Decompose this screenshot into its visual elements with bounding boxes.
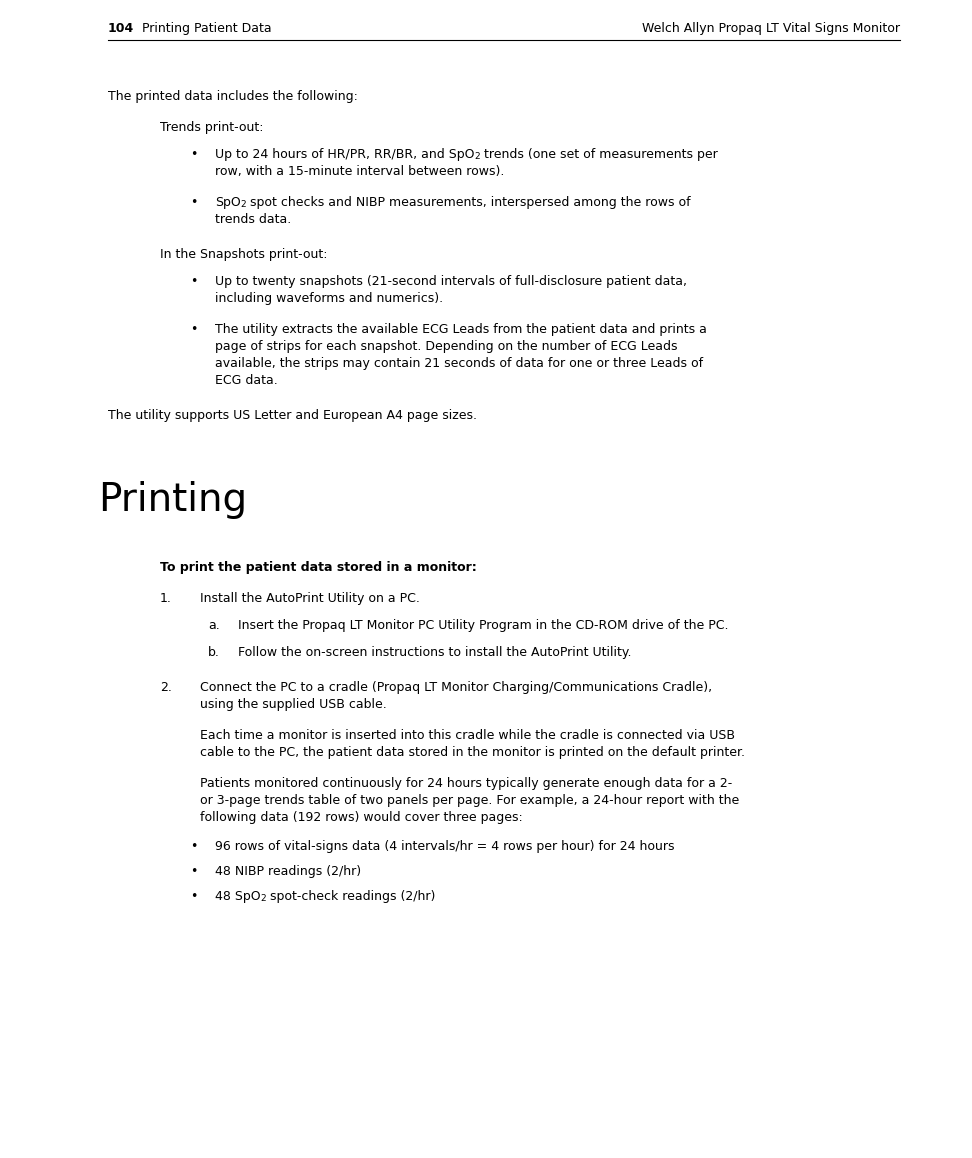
Text: 2.: 2. (160, 681, 172, 694)
Text: trends (one set of measurements per: trends (one set of measurements per (480, 148, 718, 161)
Text: The utility supports US Letter and European A4 page sizes.: The utility supports US Letter and Europ… (108, 409, 477, 422)
Text: Trends print-out:: Trends print-out: (160, 120, 263, 134)
Text: 1.: 1. (160, 592, 172, 604)
Text: Printing Patient Data: Printing Patient Data (142, 22, 271, 35)
Text: Connect the PC to a cradle (Propaq LT Monitor Charging/Communications Cradle),: Connect the PC to a cradle (Propaq LT Mo… (200, 681, 712, 694)
Text: The utility extracts the available ECG Leads from the patient data and prints a: The utility extracts the available ECG L… (215, 323, 707, 336)
Text: 104: 104 (108, 22, 134, 35)
Text: •: • (190, 891, 197, 903)
Text: 48 SpO: 48 SpO (215, 891, 260, 903)
Text: •: • (190, 274, 197, 288)
Text: 48 NIBP readings (2/hr): 48 NIBP readings (2/hr) (215, 865, 362, 878)
Text: spot-check readings (2/hr): spot-check readings (2/hr) (266, 891, 435, 903)
Text: ECG data.: ECG data. (215, 374, 278, 387)
Text: b.: b. (208, 646, 220, 659)
Text: Insert the Propaq LT Monitor PC Utility Program in the CD-ROM drive of the PC.: Insert the Propaq LT Monitor PC Utility … (238, 620, 728, 632)
Text: Up to 24 hours of HR/PR, RR/BR, and SpO: Up to 24 hours of HR/PR, RR/BR, and SpO (215, 148, 474, 161)
Text: Welch Allyn Propaq LT Vital Signs Monitor: Welch Allyn Propaq LT Vital Signs Monito… (642, 22, 900, 35)
Text: •: • (190, 196, 197, 208)
Text: a.: a. (208, 620, 220, 632)
Text: page of strips for each snapshot. Depending on the number of ECG Leads: page of strips for each snapshot. Depend… (215, 340, 677, 353)
Text: Up to twenty snapshots (21-second intervals of full-disclosure patient data,: Up to twenty snapshots (21-second interv… (215, 274, 687, 288)
Text: Install the AutoPrint Utility on a PC.: Install the AutoPrint Utility on a PC. (200, 592, 420, 604)
Text: following data (192 rows) would cover three pages:: following data (192 rows) would cover th… (200, 811, 523, 824)
Text: row, with a 15-minute interval between rows).: row, with a 15-minute interval between r… (215, 164, 504, 178)
Text: The printed data includes the following:: The printed data includes the following: (108, 90, 358, 103)
Text: 2: 2 (474, 152, 480, 161)
Text: Printing: Printing (98, 481, 247, 519)
Text: or 3-page trends table of two panels per page. For example, a 24-hour report wit: or 3-page trends table of two panels per… (200, 794, 740, 807)
Text: trends data.: trends data. (215, 213, 292, 226)
Text: cable to the PC, the patient data stored in the monitor is printed on the defaul: cable to the PC, the patient data stored… (200, 746, 745, 758)
Text: •: • (190, 865, 197, 878)
Text: To print the patient data stored in a monitor:: To print the patient data stored in a mo… (160, 560, 476, 574)
Text: SpO: SpO (215, 196, 241, 208)
Text: 2: 2 (260, 894, 266, 903)
Text: •: • (190, 148, 197, 161)
Text: spot checks and NIBP measurements, interspersed among the rows of: spot checks and NIBP measurements, inter… (246, 196, 691, 208)
Text: In the Snapshots print-out:: In the Snapshots print-out: (160, 248, 328, 261)
Text: available, the strips may contain 21 seconds of data for one or three Leads of: available, the strips may contain 21 sec… (215, 357, 703, 371)
Text: 2: 2 (241, 200, 246, 208)
Text: using the supplied USB cable.: using the supplied USB cable. (200, 698, 387, 711)
Text: Follow the on-screen instructions to install the AutoPrint Utility.: Follow the on-screen instructions to ins… (238, 646, 632, 659)
Text: Each time a monitor is inserted into this cradle while the cradle is connected v: Each time a monitor is inserted into thi… (200, 730, 735, 742)
Text: •: • (190, 840, 197, 853)
Text: •: • (190, 323, 197, 336)
Text: Patients monitored continuously for 24 hours typically generate enough data for : Patients monitored continuously for 24 h… (200, 777, 732, 790)
Text: including waveforms and numerics).: including waveforms and numerics). (215, 292, 443, 305)
Text: 96 rows of vital-signs data (4 intervals/hr = 4 rows per hour) for 24 hours: 96 rows of vital-signs data (4 intervals… (215, 840, 675, 853)
